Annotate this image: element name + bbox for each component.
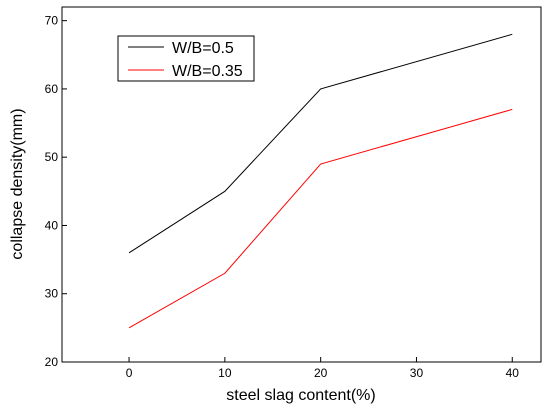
x-axis-ticks: 0 10 20 30 40: [126, 357, 520, 380]
legend: W/B=0.5 W/B=0.35: [117, 35, 255, 82]
y-tick-label: 30: [45, 287, 59, 301]
x-tick-label: 20: [314, 366, 328, 380]
x-tick-label: 10: [218, 366, 232, 380]
legend-box: [117, 35, 255, 82]
legend-label-series-1: W/B=0.5: [172, 40, 234, 57]
y-tick-label: 60: [45, 82, 59, 96]
x-tick-label: 0: [126, 366, 133, 380]
x-tick-label: 30: [410, 366, 424, 380]
y-tick-label: 20: [45, 355, 59, 369]
y-axis-ticks: 20 30 40 50 60 70: [45, 14, 67, 369]
legend-label-series-2: W/B=0.35: [172, 63, 243, 80]
y-tick-label: 50: [45, 150, 59, 164]
x-axis-title: steel slag content(%): [226, 387, 375, 404]
series-line-2: [128, 108, 513, 329]
y-tick-label: 70: [45, 14, 59, 28]
x-tick-label: 40: [506, 366, 520, 380]
y-axis-title: collapse density(mm): [9, 108, 26, 259]
series-layer: [128, 33, 513, 329]
series-line-1: [128, 33, 513, 254]
y-tick-label: 40: [45, 218, 59, 232]
plot-frame: [61, 6, 542, 363]
